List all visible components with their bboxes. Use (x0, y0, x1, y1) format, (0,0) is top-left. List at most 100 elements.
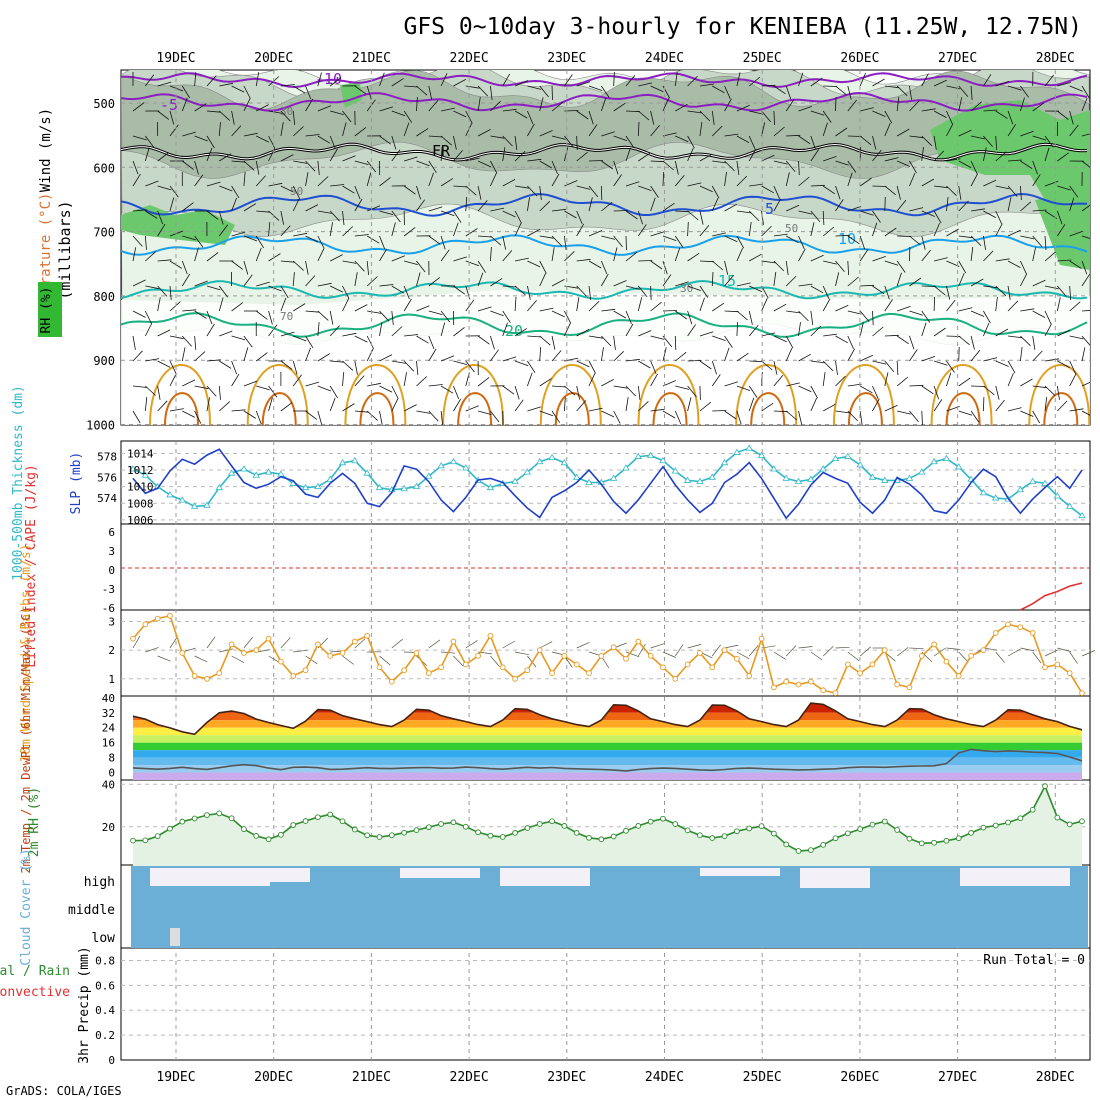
wind-barb (428, 85, 433, 100)
wind-barb (465, 110, 473, 124)
wind10-point (425, 670, 432, 676)
wind-barb (354, 360, 358, 375)
wind-barb (539, 346, 542, 362)
temperature-contour (750, 392, 786, 425)
wind-barb (933, 110, 947, 118)
wind-barb (724, 347, 730, 362)
wind-barb (662, 260, 668, 275)
wind10-barb (514, 651, 529, 656)
wind-barb (1007, 229, 1021, 237)
wind-barb (243, 410, 257, 419)
wind-barb (785, 410, 798, 421)
wind-barb (440, 210, 455, 217)
wind10-barb (1007, 648, 1021, 657)
wind-barb (1020, 85, 1029, 98)
wind-barb (638, 185, 652, 191)
rh2m-point (746, 825, 753, 832)
wind-barb (674, 335, 677, 351)
temperature-band (133, 727, 1082, 736)
wind-barb (601, 235, 615, 240)
wind-barb (909, 235, 921, 246)
wind-barb (823, 333, 838, 337)
wind-barb (588, 197, 593, 212)
wind-barb (600, 347, 604, 362)
wind-barb (675, 210, 690, 213)
rh2m-point (586, 834, 592, 841)
temperature-contour (930, 364, 993, 425)
wind-barb (342, 332, 357, 337)
wind-barb (983, 235, 986, 250)
wind-barb (958, 97, 963, 112)
pressure-tick-label: 700 (93, 226, 115, 240)
wind-barb (243, 132, 258, 137)
wind-barb (256, 135, 269, 143)
wind-barb (514, 210, 522, 224)
wind-barb (551, 410, 561, 423)
wind-barb (453, 79, 466, 87)
wind-barb (872, 256, 886, 262)
wind-barb (465, 260, 480, 267)
wind-barb (440, 235, 446, 250)
wind10-point (228, 641, 235, 648)
wind-barb (145, 210, 158, 219)
wind-barb (946, 360, 955, 373)
wind-barb (564, 310, 572, 324)
wind10-point (968, 653, 974, 659)
wind-barb (1057, 400, 1068, 412)
wind-barb (983, 357, 998, 362)
wind-barb (379, 72, 385, 87)
wind-barb (231, 260, 244, 270)
wind-barb (958, 410, 973, 416)
wind-barb (736, 160, 740, 175)
cloud-gap (960, 868, 1070, 886)
thickness-point (190, 502, 199, 509)
wind10-barb (243, 636, 253, 649)
wind-barb (182, 202, 194, 212)
wind-barb (724, 235, 738, 243)
rh2m-point (499, 834, 506, 840)
wind-barb (145, 358, 160, 362)
wind-barb (588, 85, 603, 91)
wind-barb (933, 399, 943, 412)
wind-barb (872, 78, 885, 87)
wind10-point (684, 661, 691, 668)
wind-barb (712, 260, 724, 271)
wind-barb (662, 310, 678, 312)
date-label-bottom: 26DEC (840, 1070, 879, 1085)
wind-barb (231, 409, 246, 412)
date-label-top: 22DEC (450, 51, 489, 66)
wind-barb (650, 301, 662, 312)
rh2m-point (869, 821, 876, 828)
temperature-tick-label: 16 (102, 737, 115, 750)
wind-barb (1032, 135, 1047, 141)
wind-barb (564, 135, 574, 148)
wind10-point (955, 673, 962, 679)
wind-barb (946, 228, 959, 237)
wind-barb (736, 175, 748, 187)
wind-barb (539, 160, 553, 169)
cloud-axis-label: Cloud Cover (%) (19, 848, 34, 965)
thickness-point (486, 483, 495, 491)
thickness-point (696, 477, 704, 484)
wind-barb (712, 335, 726, 341)
date-label-top: 20DEC (254, 51, 293, 66)
wind-barb (872, 360, 887, 365)
wind-barb (181, 347, 186, 362)
wind-barb (329, 325, 340, 337)
wind-barb (206, 310, 213, 325)
wind-barb (724, 381, 739, 387)
wind-barb (440, 355, 455, 362)
wind-barb (465, 185, 477, 196)
rh2m-area (133, 786, 1082, 870)
wind-barb (490, 278, 503, 287)
wind-barb (1008, 159, 1023, 162)
wind-barb (403, 185, 416, 195)
wind-barb (687, 385, 697, 398)
wind10-point (290, 673, 297, 679)
thickness-point (733, 448, 741, 455)
wind10-point (672, 675, 679, 682)
wind-barb (502, 356, 517, 362)
wind-barb (539, 130, 553, 137)
wind-barb (748, 385, 758, 398)
wind-barb (1032, 279, 1046, 287)
